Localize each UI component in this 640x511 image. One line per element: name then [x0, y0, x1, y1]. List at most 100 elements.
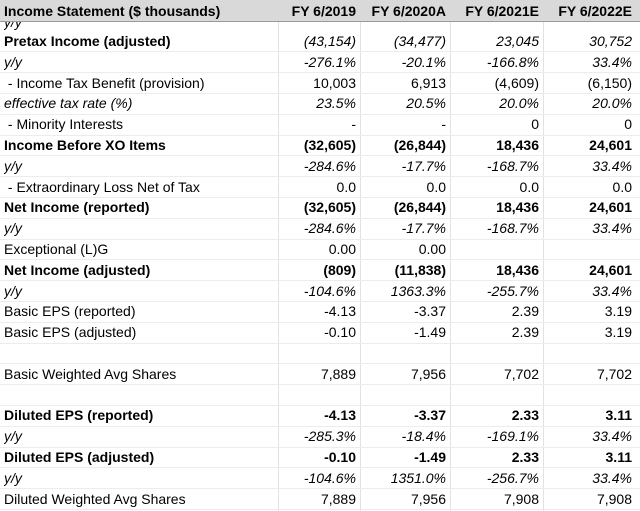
cell-value: 2.33: [511, 407, 539, 424]
cell-value: 0.0: [612, 178, 632, 195]
cell-value: 33.4%: [592, 469, 632, 486]
cell-value: -17.7%: [401, 157, 446, 174]
row-label: - Extraordinary Loss Net of Tax: [4, 178, 200, 195]
header-bar: [0, 0, 640, 22]
cell-value: (32,605): [303, 137, 356, 153]
cell-value: -256.7%: [486, 469, 539, 486]
row-line: [0, 363, 640, 365]
cell-value: 7,702: [596, 365, 632, 382]
row-label: Diluted EPS (adjusted): [4, 449, 155, 465]
cell-value: 7,908: [503, 490, 539, 507]
row-line: [0, 467, 640, 469]
column-header: FY 6/2021E: [465, 3, 539, 19]
column-header: FY 6/2022E: [558, 3, 632, 19]
cell-value: 23.5%: [316, 95, 356, 112]
cell-value: -284.6%: [303, 220, 356, 237]
row-label: Basic EPS (reported): [4, 303, 136, 320]
cell-value: 7,702: [503, 365, 539, 382]
grid-line: [360, 22, 361, 511]
cell-value: 0.0: [336, 178, 356, 195]
cell-value: -17.7%: [401, 220, 446, 237]
row-label: - Income Tax Benefit (provision): [4, 74, 205, 91]
cell-value: 2.39: [511, 303, 539, 320]
grid-line: [543, 22, 544, 511]
row-line: [0, 280, 640, 282]
cell-value: 20.5%: [406, 95, 446, 112]
row-line: [0, 196, 640, 198]
row-line: [0, 259, 640, 261]
cell-value: 20.0%: [592, 95, 632, 112]
cell-value: 2.39: [511, 324, 539, 341]
cell-value: 1363.3%: [390, 282, 446, 299]
cell-value: (32,605): [303, 199, 356, 216]
row-line: [0, 300, 640, 302]
cell-value: -0.10: [324, 324, 356, 341]
cell-value: 0.0: [426, 178, 446, 195]
row-line: [0, 155, 640, 157]
cell-value: -284.6%: [303, 157, 356, 174]
cell-value: 20.0%: [499, 95, 539, 112]
row-line: [0, 404, 640, 406]
cell-value: -255.7%: [486, 282, 539, 299]
cell-value: 10,003: [313, 74, 356, 91]
cell-value: -1.49: [414, 324, 446, 341]
row-label: Net Income (reported): [4, 199, 150, 216]
cell-value: (11,838): [394, 261, 446, 278]
cell-value: -285.3%: [303, 428, 356, 445]
row-label: y/y: [4, 53, 22, 70]
row-line: [0, 342, 640, 344]
cell-value: (809): [323, 261, 356, 278]
row-label: y/y: [4, 157, 22, 174]
cell-value: -166.8%: [486, 53, 539, 70]
row-label: Income Before XO Items: [4, 137, 166, 153]
cell-value: -168.7%: [486, 220, 539, 237]
cell-value: (26,844): [393, 199, 446, 216]
cell-value: -169.1%: [486, 428, 539, 445]
cell-value: 24,601: [589, 137, 632, 153]
row-label: Net Income (adjusted): [4, 261, 151, 278]
row-label: y/y: [4, 469, 22, 486]
row-line: [0, 446, 640, 448]
cell-value: -: [351, 116, 356, 133]
cell-value: 0.00: [418, 241, 446, 257]
row-line: [0, 92, 640, 94]
cell-value: (34,477): [393, 33, 446, 49]
cell-value: 0.00: [328, 241, 356, 257]
row-label: Basic Weighted Avg Shares: [4, 365, 177, 382]
cell-value: 30,752: [589, 33, 632, 49]
cell-value: 3.19: [604, 303, 632, 320]
row-line: [0, 113, 640, 115]
row-line: [0, 488, 640, 490]
row-label: Diluted EPS (reported): [4, 407, 154, 424]
row-label: Exceptional (L)G: [4, 241, 109, 257]
cell-value: 7,956: [410, 365, 446, 382]
cell-value: 7,889: [320, 490, 356, 507]
cell-value: -: [441, 116, 446, 133]
cell-value: 3.11: [605, 449, 632, 465]
cell-value: 0: [624, 116, 632, 133]
row-line: [0, 238, 640, 240]
row-line: [0, 72, 640, 74]
grid-line: [450, 22, 451, 511]
cell-value: -168.7%: [486, 157, 539, 174]
cell-value: -3.37: [414, 303, 446, 320]
cell-value: 33.4%: [592, 282, 632, 299]
cell-value: 0.0: [519, 178, 539, 195]
cell-value: (26,844): [393, 137, 446, 153]
header-title: Income Statement ($ thousands): [4, 3, 221, 19]
row-line: [0, 508, 640, 510]
cell-value: 6,913: [410, 74, 446, 91]
cell-value: 18,436: [496, 137, 539, 153]
cell-value: 33.4%: [592, 220, 632, 237]
row-label: effective tax rate (%): [4, 95, 133, 112]
row-line: [0, 425, 640, 427]
cell-value: -104.6%: [303, 282, 356, 299]
cell-value: 1351.0%: [390, 469, 446, 486]
cell-value: 24,601: [589, 261, 632, 278]
cell-value: 33.4%: [592, 428, 632, 445]
row-label: - Minority Interests: [4, 116, 124, 133]
column-header: FY 6/2020A: [371, 3, 446, 19]
grid-line: [278, 22, 279, 511]
cell-value: -4.13: [324, 303, 356, 320]
row-line: [0, 321, 640, 323]
